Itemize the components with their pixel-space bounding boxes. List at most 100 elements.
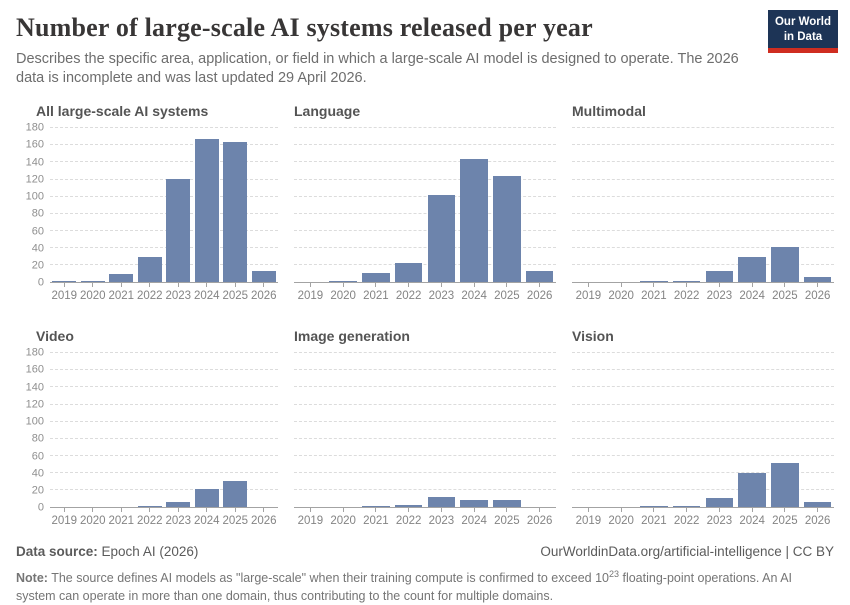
bar[interactable]: [493, 176, 521, 283]
bar-slot: [221, 128, 250, 283]
y-tick-label: 20: [31, 259, 44, 272]
x-tick-label: 2023: [706, 515, 733, 528]
bar[interactable]: [52, 281, 77, 283]
footnote-text-1: The source defines AI models as "large-s…: [47, 571, 609, 586]
x-axis-slot: 2025: [769, 283, 802, 302]
bar[interactable]: [771, 247, 799, 283]
data-source-value: Epoch AI (2026): [97, 544, 199, 560]
gridline: [50, 264, 278, 266]
x-tick-label: 2024: [461, 290, 487, 303]
gridline: [50, 195, 278, 197]
bar[interactable]: [427, 496, 456, 508]
bar[interactable]: [362, 272, 390, 283]
gridline: [294, 229, 556, 231]
bar-slot: [50, 128, 79, 283]
owid-logo-line2: in Data: [783, 30, 823, 43]
plot-column: 2019 2020 2021 2022 2023 2024 2025 2026: [572, 127, 834, 303]
x-tick: [440, 508, 442, 513]
bar[interactable]: [223, 480, 248, 508]
bar-slot: [360, 128, 393, 283]
x-axis-slot: 2025: [221, 508, 250, 527]
bar[interactable]: [525, 271, 554, 283]
gridline: [294, 264, 556, 266]
bar[interactable]: [460, 499, 488, 508]
bar[interactable]: [80, 280, 105, 283]
bar[interactable]: [771, 462, 799, 508]
gridline: [294, 212, 556, 214]
x-axis-slot: 2024: [736, 283, 769, 302]
facet-title: Vision: [572, 328, 614, 345]
bar[interactable]: [137, 256, 162, 283]
gridline: [572, 229, 834, 231]
gridline: [50, 127, 278, 129]
gridline: [294, 352, 556, 354]
bar[interactable]: [394, 262, 423, 283]
bar[interactable]: [109, 273, 134, 283]
bar[interactable]: [223, 141, 248, 283]
bar[interactable]: [493, 500, 521, 508]
owid-logo[interactable]: Our World in Data: [768, 10, 838, 54]
bar[interactable]: [738, 256, 766, 283]
gridline: [572, 403, 834, 405]
bar[interactable]: [640, 280, 668, 283]
bar-slot: [769, 353, 802, 508]
x-tick-label: 2026: [250, 290, 277, 303]
bar[interactable]: [329, 280, 357, 283]
bar[interactable]: [427, 194, 456, 283]
x-tick-label: 2026: [526, 515, 553, 528]
bar-slot: [392, 353, 425, 508]
x-tick: [718, 508, 720, 513]
gridline: [572, 144, 834, 146]
x-tick: [817, 283, 819, 288]
x-axis: 2019 2020 2021 2022 2023 2024 2025 2026: [50, 508, 278, 527]
facet-body: 2019 2020 2021 2022 2023 2024 2025 2026: [572, 127, 834, 303]
x-tick: [120, 508, 122, 513]
plot-area: [50, 127, 279, 284]
bar[interactable]: [803, 277, 832, 283]
bar[interactable]: [672, 280, 701, 283]
x-axis-slot: 2025: [491, 283, 524, 302]
attribution-link[interactable]: OurWorldinData.org/artificial-intelligen…: [540, 544, 834, 560]
gridline: [294, 144, 556, 146]
bar[interactable]: [705, 497, 734, 508]
gridline: [50, 386, 278, 388]
x-tick: [63, 283, 65, 288]
bar[interactable]: [705, 271, 734, 283]
bars-layer: [572, 353, 834, 508]
x-axis-slot: 2019: [294, 508, 327, 527]
chart-header: Number of large-scale AI systems release…: [0, 0, 850, 88]
x-tick-label: 2020: [79, 515, 106, 528]
x-tick: [473, 283, 475, 288]
x-axis-slot: 2019: [50, 283, 79, 302]
bar-slot: [670, 128, 703, 283]
bar[interactable]: [166, 178, 191, 283]
bar[interactable]: [362, 506, 390, 508]
x-axis-slot: 2024: [193, 283, 222, 302]
x-axis-slot: 2020: [605, 283, 638, 302]
bar-slot: [736, 353, 769, 508]
gridline: [294, 472, 556, 474]
bar[interactable]: [803, 502, 832, 508]
bar[interactable]: [738, 473, 766, 508]
bar[interactable]: [394, 504, 423, 508]
x-tick: [120, 283, 122, 288]
x-tick-label: 2022: [673, 290, 700, 303]
y-tick-label: 60: [31, 225, 44, 238]
bar[interactable]: [672, 505, 701, 508]
bar-slot: [458, 353, 491, 508]
gridline: [572, 195, 834, 197]
gridline: [50, 403, 278, 405]
bar-slot: [491, 128, 524, 283]
x-axis-slot: 2024: [458, 283, 491, 302]
bar[interactable]: [137, 505, 162, 508]
bar[interactable]: [194, 138, 219, 283]
y-tick-label: 180: [25, 346, 44, 359]
bar[interactable]: [251, 271, 276, 283]
bar[interactable]: [166, 502, 191, 508]
bar[interactable]: [640, 505, 668, 508]
bar-slot: [250, 128, 279, 283]
bar[interactable]: [460, 159, 488, 283]
bar[interactable]: [194, 489, 219, 508]
x-tick-label: 2025: [222, 515, 249, 528]
bar-slot: [605, 128, 638, 282]
